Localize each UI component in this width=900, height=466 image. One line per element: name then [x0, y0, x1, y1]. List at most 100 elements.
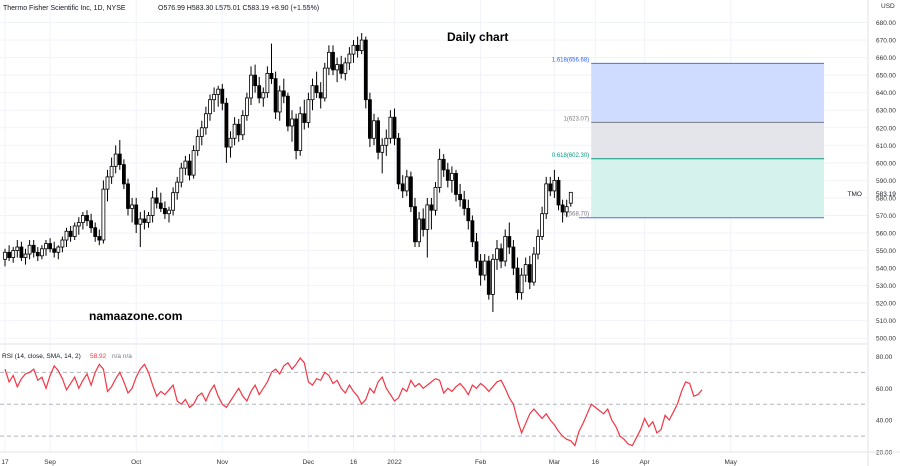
ticker-badge: TMO	[848, 191, 862, 198]
candle-body	[429, 204, 434, 211]
candle-body	[564, 206, 569, 213]
rsi-value: 58.92	[90, 353, 107, 360]
candle-body	[318, 92, 323, 99]
candle-body	[421, 218, 426, 230]
candle-body	[232, 123, 237, 139]
price-tick-label: 510.00	[876, 318, 896, 325]
price-tick-label: 600.00	[876, 160, 896, 167]
candle-body	[359, 39, 364, 51]
candle-body	[27, 244, 32, 255]
candle-body	[449, 172, 454, 181]
candle-body	[482, 260, 487, 276]
price-tick-label: 630.00	[876, 108, 896, 115]
price-tick-label: 530.00	[876, 283, 896, 290]
candle-body	[335, 64, 340, 71]
rsi-tick-label: 20.00	[876, 450, 893, 457]
price-tick-label: 560.00	[876, 231, 896, 238]
candle-body	[568, 191, 573, 204]
candle-body	[105, 176, 110, 190]
candle-body	[519, 274, 524, 294]
candle-body	[281, 90, 286, 97]
time-tick-label: Apr	[640, 459, 651, 466]
candle-body	[490, 258, 495, 295]
candle-body	[220, 88, 225, 104]
price-tick-label: 640.00	[876, 90, 896, 97]
price-tick-label: 540.00	[876, 266, 896, 273]
candle-body	[466, 208, 471, 222]
candle-body	[503, 236, 508, 262]
price-tick-label: 620.00	[876, 125, 896, 132]
time-tick-label: 16	[592, 459, 600, 466]
candle-body	[544, 183, 549, 215]
candle-body	[408, 176, 413, 208]
fibonacci-extension[interactable]: 1.618(656.68) 1(623.07) 0.618(602.30) 0(568…	[552, 57, 824, 219]
candle-body	[540, 213, 544, 237]
candle-body	[40, 248, 44, 257]
candle-body	[454, 172, 458, 195]
fib-level-label: 1.618(656.68)	[552, 57, 589, 63]
time-tick-label: 16	[350, 459, 358, 466]
rsi-extra: n/a n/a	[112, 353, 132, 360]
time-tick-label: 2022	[387, 459, 402, 466]
candle-body	[56, 246, 61, 253]
time-tick-label: Sep	[44, 459, 56, 466]
price-tick-label: 610.00	[876, 143, 896, 150]
time-tick-label: Nov	[217, 459, 229, 466]
time-tick-label: May	[725, 459, 738, 466]
candle-body	[265, 72, 270, 94]
candle-body	[203, 113, 208, 129]
price-tick-label: 660.00	[876, 55, 896, 62]
time-tick-label: Oct	[131, 459, 141, 466]
candle-body	[183, 160, 188, 169]
candle-body	[224, 102, 229, 148]
candle-body	[425, 204, 430, 230]
candle-body	[150, 197, 155, 216]
candle-body	[31, 244, 36, 253]
candle-body	[146, 215, 151, 223]
fib-level-label: 0.618(602.30)	[552, 153, 589, 159]
candle-body	[486, 260, 491, 295]
candle-body	[3, 251, 7, 260]
candle-body	[294, 118, 299, 151]
candle-body	[101, 188, 106, 241]
last-price-badge: 583.19	[876, 191, 896, 198]
price-tick-label: 520.00	[876, 301, 896, 308]
fib-level-label: 1(623.07)	[564, 116, 590, 122]
time-tick-label: Feb	[475, 459, 487, 466]
candle-body	[81, 215, 85, 223]
candle-body	[15, 246, 20, 251]
candle-body	[162, 208, 167, 215]
candle-body	[380, 144, 385, 153]
watermark-text: namaazone.com	[89, 309, 182, 323]
candle-body	[339, 64, 344, 74]
candle-body	[273, 78, 278, 113]
candle-body	[97, 236, 102, 241]
candle-body	[122, 164, 126, 185]
candle-body	[249, 74, 253, 99]
candle-body	[355, 44, 360, 51]
candle-body	[515, 267, 520, 294]
candle-body	[277, 90, 282, 113]
time-tick-label: Dec	[303, 459, 315, 466]
price-tick-label: 650.00	[876, 73, 896, 80]
candle-body	[376, 120, 381, 153]
candle-body	[523, 264, 528, 276]
candle-body	[199, 127, 204, 137]
time-tick-label: Mar	[549, 459, 561, 466]
axes: 680.00 670.00 660.00 650.00 640.00 630.00 620.…	[1, 20, 896, 466]
candle-body	[212, 94, 217, 101]
candle-body	[68, 230, 73, 237]
candle-body	[511, 246, 516, 269]
candle-body	[556, 179, 561, 206]
price-tick-label: 570.00	[876, 213, 896, 220]
candle-body	[458, 194, 463, 201]
candle-body	[285, 95, 290, 127]
candle-body	[228, 137, 233, 148]
candle-body	[404, 176, 409, 192]
candle-body	[441, 158, 446, 171]
candle-body	[236, 123, 241, 136]
candle-body	[117, 153, 122, 165]
candle-body	[527, 264, 532, 283]
price-tick-label: 500.00	[876, 336, 896, 343]
